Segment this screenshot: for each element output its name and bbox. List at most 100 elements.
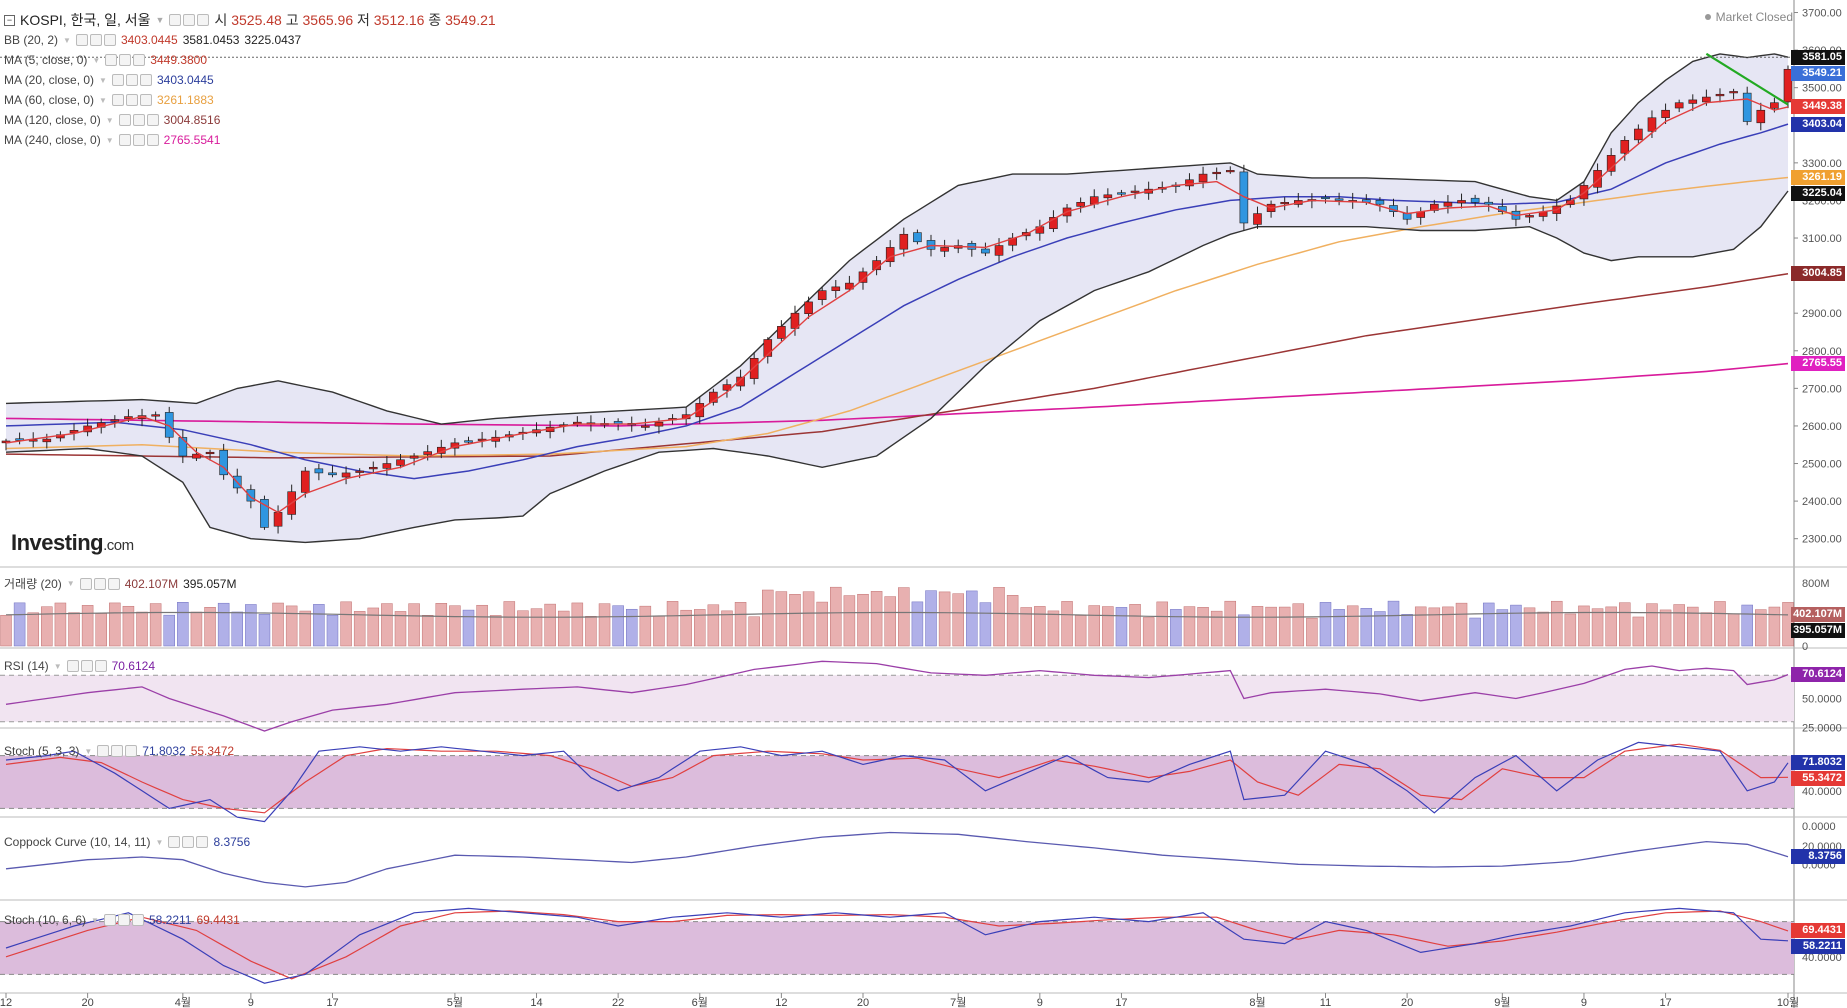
close-icon[interactable] <box>107 577 120 590</box>
close-icon[interactable] <box>133 54 146 66</box>
gear-icon[interactable] <box>119 54 132 66</box>
bb-upper-line <box>5 53 1789 425</box>
gear-icon[interactable] <box>93 577 106 590</box>
volume-bar <box>1115 607 1128 647</box>
close-icon[interactable] <box>139 74 152 86</box>
indicator-controls[interactable] <box>97 745 138 757</box>
chevron-down-icon[interactable]: ▼ <box>84 746 93 756</box>
volume-bar <box>367 607 380 647</box>
gear-icon[interactable] <box>80 660 93 672</box>
time-tick-label: 14 <box>530 997 542 1008</box>
chevron-down-icon[interactable]: ▼ <box>99 95 107 105</box>
chevron-down-icon[interactable]: ▼ <box>66 579 75 588</box>
indicator-name: BB (20, 2) <box>4 33 59 47</box>
candle-body <box>1334 198 1344 201</box>
volume-bar <box>1591 608 1604 647</box>
volume-bar <box>1455 602 1468 647</box>
chevron-down-icon[interactable]: ▼ <box>155 15 165 25</box>
volume-bar <box>313 604 325 647</box>
chevron-down-icon[interactable]: ▼ <box>63 35 71 45</box>
price-tag: 3581.05 <box>1791 49 1845 65</box>
chevron-down-icon[interactable]: ▼ <box>155 837 164 847</box>
volume-bar <box>381 603 393 647</box>
chevron-down-icon[interactable]: ▼ <box>53 661 62 671</box>
eye-icon[interactable] <box>97 745 110 757</box>
eye-icon[interactable] <box>105 54 118 66</box>
candle-body <box>1253 213 1262 225</box>
chevron-down-icon[interactable]: ▼ <box>105 115 114 125</box>
indicator-name: MA (60, close, 0) <box>4 93 95 107</box>
close-icon[interactable] <box>139 94 152 106</box>
indicator-value-tag: 8.3756 <box>1791 849 1845 865</box>
indicator-controls[interactable] <box>118 134 159 146</box>
candle-body <box>42 438 52 443</box>
gear-icon[interactable] <box>125 94 138 106</box>
chevron-down-icon[interactable]: ▼ <box>91 915 99 925</box>
volume-bar <box>748 616 760 647</box>
indicator-name: Stoch (10, 6, 6) <box>4 913 87 927</box>
volume-bar <box>721 610 733 647</box>
close-icon[interactable] <box>103 34 116 46</box>
main-indicator-header: MA (5, close, 0) ▼ 3449.3800 <box>4 53 207 67</box>
indicator-controls[interactable] <box>66 660 107 672</box>
volume-bar <box>1346 605 1359 647</box>
volume-bar <box>585 616 597 647</box>
close-icon[interactable] <box>94 660 107 672</box>
collapse-icon[interactable]: − <box>4 14 15 26</box>
gear-icon[interactable] <box>182 836 195 848</box>
indicator-controls[interactable] <box>111 74 152 86</box>
chevron-down-icon[interactable]: ▼ <box>105 135 114 145</box>
indicator-controls[interactable] <box>103 914 144 926</box>
eye-icon[interactable] <box>79 577 92 590</box>
candle-body <box>219 449 228 476</box>
gear-icon[interactable] <box>111 745 124 757</box>
candle-body <box>981 248 990 254</box>
ohlc-value: 3549.21 <box>445 12 496 28</box>
volume-bar <box>1401 614 1413 647</box>
chevron-down-icon[interactable]: ▼ <box>92 55 101 65</box>
symbol-label: KOSPI, 한국, 일, 서울 <box>20 12 151 28</box>
volume-bar <box>1564 613 1577 647</box>
eye-icon[interactable] <box>118 134 131 146</box>
volume-bar <box>639 605 652 647</box>
close-icon[interactable] <box>197 14 210 26</box>
time-tick-label: 12 <box>775 997 787 1008</box>
price-tag: 3449.38 <box>1791 99 1845 115</box>
close-icon[interactable] <box>131 914 144 926</box>
eye-icon[interactable] <box>103 914 116 926</box>
indicator-name: MA (120, close, 0) <box>4 113 101 127</box>
indicator-controls[interactable] <box>75 34 116 46</box>
ohlc-value: 3512.16 <box>373 12 429 28</box>
header-controls[interactable] <box>169 14 210 26</box>
eye-icon[interactable] <box>111 74 124 86</box>
eye-icon[interactable] <box>75 34 88 46</box>
price-tag: 3225.04 <box>1791 185 1845 201</box>
volume-bar <box>816 601 828 647</box>
gear-icon[interactable] <box>132 114 145 126</box>
eye-icon[interactable] <box>169 14 182 26</box>
gear-icon[interactable] <box>125 74 138 86</box>
gear-icon[interactable] <box>132 134 145 146</box>
eye-icon[interactable] <box>111 94 124 106</box>
indicator-controls[interactable] <box>111 94 152 106</box>
volume-bar <box>1578 605 1590 647</box>
indicator-controls[interactable] <box>168 836 209 848</box>
eye-icon[interactable] <box>118 114 131 126</box>
gear-icon[interactable] <box>117 914 130 926</box>
eye-icon[interactable] <box>168 836 181 848</box>
chevron-down-icon[interactable]: ▼ <box>99 75 107 85</box>
indicator-controls[interactable] <box>105 54 146 66</box>
candle-body <box>1185 179 1194 187</box>
indicator-value: 3225.0437 <box>244 33 302 47</box>
indicator-controls[interactable] <box>79 577 120 590</box>
eye-icon[interactable] <box>66 660 79 672</box>
close-icon[interactable] <box>146 134 159 146</box>
indicator-controls[interactable] <box>118 114 159 126</box>
close-icon[interactable] <box>196 836 209 848</box>
gear-icon[interactable] <box>183 14 196 26</box>
gear-icon[interactable] <box>89 34 102 46</box>
candle-body <box>1770 102 1779 109</box>
close-icon[interactable] <box>125 745 138 757</box>
close-icon[interactable] <box>146 114 159 126</box>
